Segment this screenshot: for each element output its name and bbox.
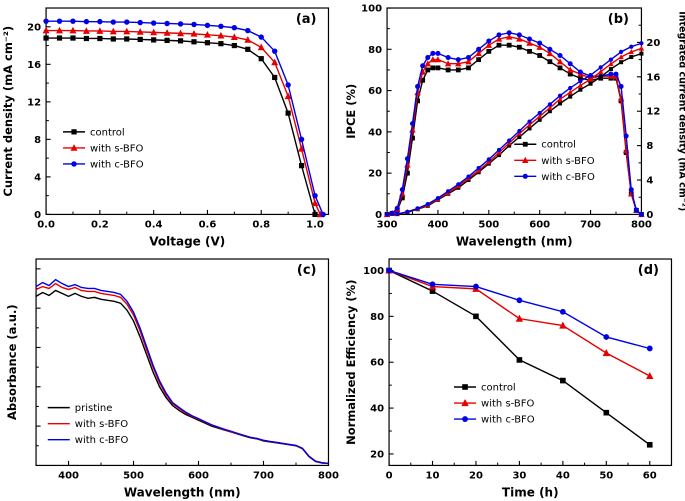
svg-text:40: 40	[555, 470, 569, 481]
svg-text:with c-BFO: with c-BFO	[541, 172, 595, 183]
svg-text:control: control	[90, 127, 125, 138]
svg-text:10: 10	[425, 470, 439, 481]
svg-text:0: 0	[646, 210, 653, 221]
svg-text:0.4: 0.4	[145, 219, 163, 230]
svg-text:control: control	[481, 382, 516, 393]
svg-text:0.8: 0.8	[252, 219, 270, 230]
panel-b-chart: 300 400 500 600 700 800020406080100048121620W…	[344, 4, 685, 249]
panel-c-letter: (c)	[296, 262, 317, 278]
svg-text:with s-BFO: with s-BFO	[481, 398, 534, 409]
svg-text:0: 0	[385, 470, 392, 481]
svg-text:20: 20	[370, 449, 384, 460]
svg-text:with s-BFO: with s-BFO	[75, 419, 128, 430]
svg-text:20: 20	[646, 38, 660, 49]
svg-text:Integrated current density (mA: Integrated current density (mA cm⁻²)	[676, 11, 685, 211]
svg-text:500: 500	[478, 219, 499, 230]
svg-text:12: 12	[646, 107, 660, 118]
panel-d-chart: 0 10 20 30 40 50 60 20 40 60 80 100 Time (h) Normaliz…	[344, 257, 672, 499]
svg-text:800: 800	[631, 219, 652, 230]
svg-text:Time (h): Time (h)	[501, 485, 558, 499]
svg-text:pristine: pristine	[75, 403, 113, 414]
svg-text:8: 8	[646, 141, 653, 152]
svg-text:800: 800	[318, 470, 339, 481]
panel-d: 0 10 20 30 40 50 60 20 40 60 80 100 Time (h) Normaliz…	[343, 251, 685, 501]
panel-b-letter: (b)	[607, 12, 629, 27]
svg-text:600: 600	[188, 470, 209, 481]
svg-text:500: 500	[123, 470, 144, 481]
svg-text:with s-BFO: with s-BFO	[541, 156, 594, 167]
svg-text:100: 100	[363, 265, 384, 276]
svg-text:Current density (mA cm⁻²): Current density (mA cm⁻²)	[1, 26, 15, 197]
svg-text:0.2: 0.2	[91, 219, 109, 230]
svg-text:4: 4	[34, 172, 41, 183]
svg-text:80: 80	[370, 311, 384, 322]
panel-c-chart: 400 500 600 700 800 Wavelength (nm) Absorbance…	[5, 257, 339, 499]
svg-text:IPCE (%): IPCE (%)	[344, 84, 358, 139]
svg-text:40: 40	[368, 127, 382, 138]
panel-a-chart: 0.0 0.2 0.4 0.6 0.8 1.0 0 4 8 12 16 20 Voltage (V) Cu…	[1, 7, 330, 248]
svg-text:Wavelength (nm): Wavelength (nm)	[455, 234, 572, 248]
svg-text:0.6: 0.6	[199, 219, 217, 230]
svg-text:Absorbance (a.u.): Absorbance (a.u.)	[5, 304, 19, 420]
svg-text:20: 20	[469, 470, 483, 481]
svg-text:8: 8	[34, 135, 41, 146]
svg-text:4: 4	[646, 176, 653, 187]
panel-c: 400 500 600 700 800 Wavelength (nm) Absorbance…	[0, 251, 343, 501]
svg-text:600: 600	[529, 219, 550, 230]
panel-a: 0.0 0.2 0.4 0.6 0.8 1.0 0 4 8 12 16 20 Voltage (V) Cu…	[0, 0, 343, 251]
svg-text:60: 60	[370, 357, 384, 368]
svg-text:16: 16	[646, 72, 660, 83]
svg-text:12: 12	[27, 97, 41, 108]
svg-text:with c-BFO: with c-BFO	[75, 435, 129, 446]
svg-text:control: control	[541, 140, 576, 151]
svg-text:300: 300	[376, 219, 397, 230]
svg-text:Wavelength (nm): Wavelength (nm)	[124, 485, 241, 499]
svg-text:60: 60	[368, 86, 382, 97]
svg-text:with c-BFO: with c-BFO	[481, 414, 535, 425]
panel-d-letter: (d)	[637, 262, 659, 278]
svg-text:700: 700	[253, 470, 274, 481]
svg-text:20: 20	[27, 22, 41, 33]
svg-text:30: 30	[512, 470, 526, 481]
svg-text:16: 16	[27, 60, 41, 71]
panel-b: 300 400 500 600 700 800 0 20 40 60 80 100 0 4 8 12 16 20 W…	[343, 0, 685, 251]
svg-text:1.0: 1.0	[306, 219, 324, 230]
svg-text:50: 50	[599, 470, 613, 481]
svg-text:80: 80	[368, 45, 382, 56]
svg-text:with s-BFO: with s-BFO	[90, 143, 143, 154]
svg-text:700: 700	[580, 219, 601, 230]
svg-text:0: 0	[375, 210, 382, 221]
svg-text:400: 400	[427, 219, 448, 230]
svg-text:60: 60	[642, 470, 656, 481]
panel-a-letter: (a)	[295, 12, 317, 27]
svg-text:Voltage (V): Voltage (V)	[149, 234, 225, 248]
svg-text:40: 40	[370, 403, 384, 414]
svg-text:0.0: 0.0	[37, 219, 55, 230]
svg-text:Normalized Efficiency (%): Normalized Efficiency (%)	[344, 279, 358, 444]
svg-text:20: 20	[368, 169, 382, 180]
svg-text:100: 100	[361, 4, 382, 15]
svg-text:0: 0	[34, 210, 41, 221]
svg-text:with c-BFO: with c-BFO	[90, 159, 144, 170]
svg-text:400: 400	[58, 470, 79, 481]
